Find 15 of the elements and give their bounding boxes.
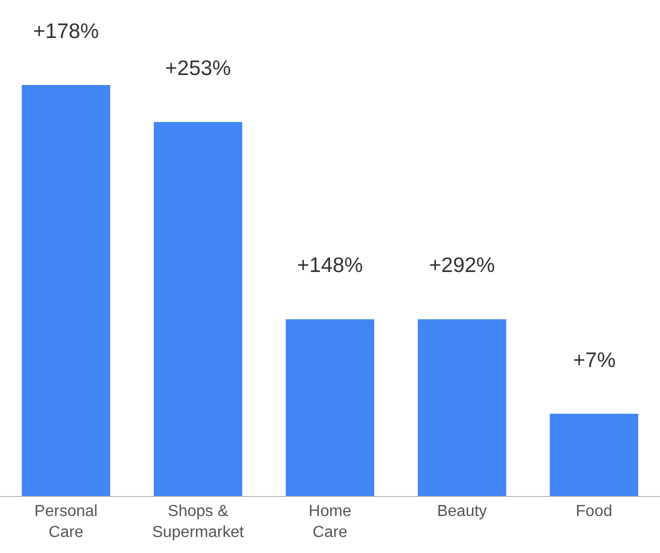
bar bbox=[550, 414, 638, 496]
text: +253% bbox=[165, 57, 231, 80]
x-tick-label: Home Care bbox=[308, 503, 352, 541]
annotation: +7% bbox=[573, 349, 616, 372]
annotation: +148% bbox=[297, 254, 363, 277]
annotation: +292% bbox=[429, 254, 495, 277]
bar bbox=[418, 319, 506, 496]
bar bbox=[154, 122, 242, 496]
text: +178% bbox=[33, 20, 99, 43]
x-tick-label: Personal Care bbox=[34, 503, 98, 541]
bar bbox=[22, 85, 110, 496]
x-tick-label: Beauty bbox=[437, 503, 487, 520]
x-tick-label: Shops & Supermarket bbox=[152, 503, 244, 541]
bar bbox=[286, 319, 374, 496]
x-tick-label: Food bbox=[576, 503, 612, 520]
